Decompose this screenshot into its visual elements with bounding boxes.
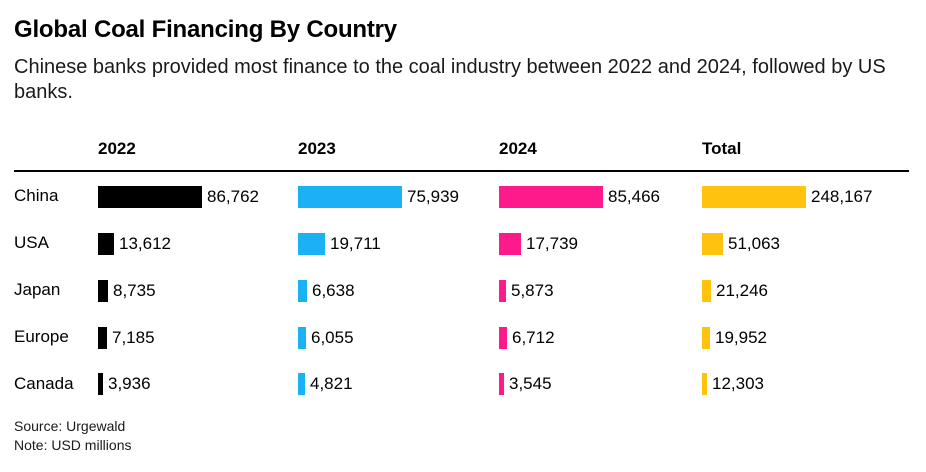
- bar-2024-japan: [499, 280, 506, 302]
- value-label-2023-china: 75,939: [407, 187, 459, 206]
- value-label-2023-europe: 6,055: [311, 328, 354, 347]
- bar-2022-japan: [98, 280, 108, 302]
- row-label-canada: Canada: [14, 374, 74, 393]
- row-label-europe: Europe: [14, 327, 69, 346]
- value-label-2022-canada: 3,936: [108, 374, 151, 393]
- bar-2023-canada: [298, 373, 305, 395]
- chart-title: Global Coal Financing By Country: [14, 16, 397, 43]
- value-label-total-europe: 19,952: [715, 328, 767, 347]
- chart-subtitle: Chinese banks provided most finance to t…: [14, 56, 886, 103]
- bar-total-usa: [702, 233, 723, 255]
- column-header-2024: 2024: [499, 139, 537, 158]
- bar-2024-europe: [499, 327, 507, 349]
- bar-2023-usa: [298, 233, 325, 255]
- value-label-total-usa: 51,063: [728, 234, 780, 253]
- value-label-2022-europe: 7,185: [112, 328, 155, 347]
- row-label-usa: USA: [14, 233, 49, 252]
- value-label-2024-europe: 6,712: [512, 328, 555, 347]
- bar-total-europe: [702, 327, 710, 349]
- value-label-2023-canada: 4,821: [310, 374, 353, 393]
- bar-2023-europe: [298, 327, 306, 349]
- row-label-china: China: [14, 186, 59, 205]
- value-label-2022-usa: 13,612: [119, 234, 171, 253]
- bar-2024-canada: [499, 373, 504, 395]
- bar-2023-japan: [298, 280, 307, 302]
- bar-2024-usa: [499, 233, 521, 255]
- row-label-japan: Japan: [14, 280, 61, 299]
- value-label-2024-canada: 3,545: [509, 374, 552, 393]
- column-header-2022: 2022: [98, 139, 136, 158]
- value-label-total-china: 248,167: [811, 187, 873, 206]
- bar-2022-china: [98, 186, 202, 208]
- header-rule: [14, 170, 909, 172]
- units-note: Note: USD millions: [14, 437, 132, 453]
- column-header-2023: 2023: [298, 139, 336, 158]
- bar-2022-europe: [98, 327, 107, 349]
- value-label-2023-usa: 19,711: [330, 234, 381, 253]
- value-label-2023-japan: 6,638: [312, 281, 355, 300]
- bar-2022-canada: [98, 373, 103, 395]
- bar-total-canada: [702, 373, 707, 395]
- bar-2022-usa: [98, 233, 114, 255]
- value-label-2024-japan: 5,873: [511, 281, 554, 300]
- bar-total-china: [702, 186, 806, 208]
- bar-2024-china: [499, 186, 603, 208]
- value-label-2024-china: 85,466: [608, 187, 660, 206]
- bar-total-japan: [702, 280, 711, 302]
- value-label-total-japan: 21,246: [716, 281, 768, 300]
- value-label-2022-china: 86,762: [207, 187, 259, 206]
- value-label-2022-japan: 8,735: [113, 281, 156, 300]
- bar-2023-china: [298, 186, 402, 208]
- value-label-2024-usa: 17,739: [526, 234, 578, 253]
- source-note: Source: Urgewald: [14, 418, 126, 434]
- column-header-total: Total: [702, 139, 742, 158]
- value-label-total-canada: 12,303: [712, 374, 764, 393]
